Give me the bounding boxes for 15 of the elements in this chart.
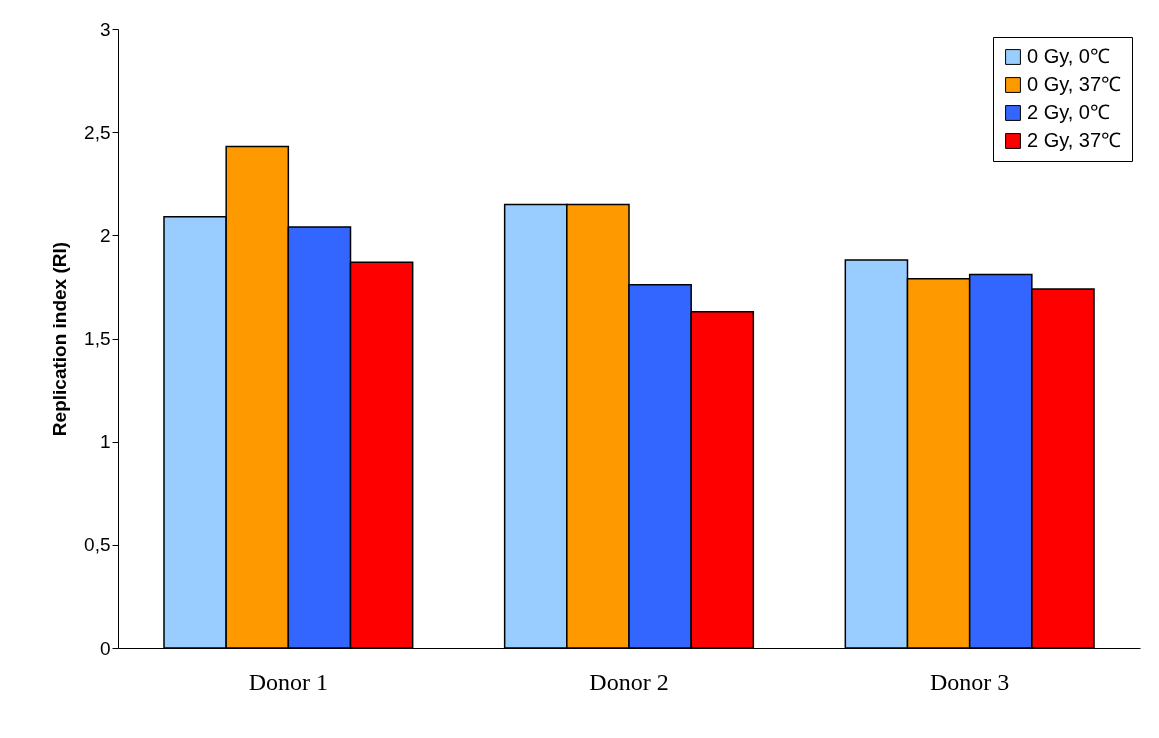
y-tick-label: 3 [99,18,111,40]
y-tick-label: 1 [99,431,111,453]
x-tick-label: Donor 2 [589,668,669,695]
legend-label: 2 Gy, 0℃ [1027,101,1110,123]
y-tick-label: 0,5 [84,534,111,556]
y-tick-label: 2,5 [84,121,111,143]
legend-label: 2 Gy, 37℃ [1027,129,1122,151]
y-tick-label: 2 [99,224,111,246]
x-tick-label: Donor 3 [930,668,1010,695]
y-tick-label: 1,5 [84,328,111,349]
x-tick-label: Donor 1 [248,668,328,695]
legend-label: 0 Gy, 0℃ [1027,45,1110,67]
y-axis-title: Replication index (RI) [49,241,71,437]
legend-label: 0 Gy, 37℃ [1027,73,1122,95]
y-tick-label: 0 [99,637,111,659]
